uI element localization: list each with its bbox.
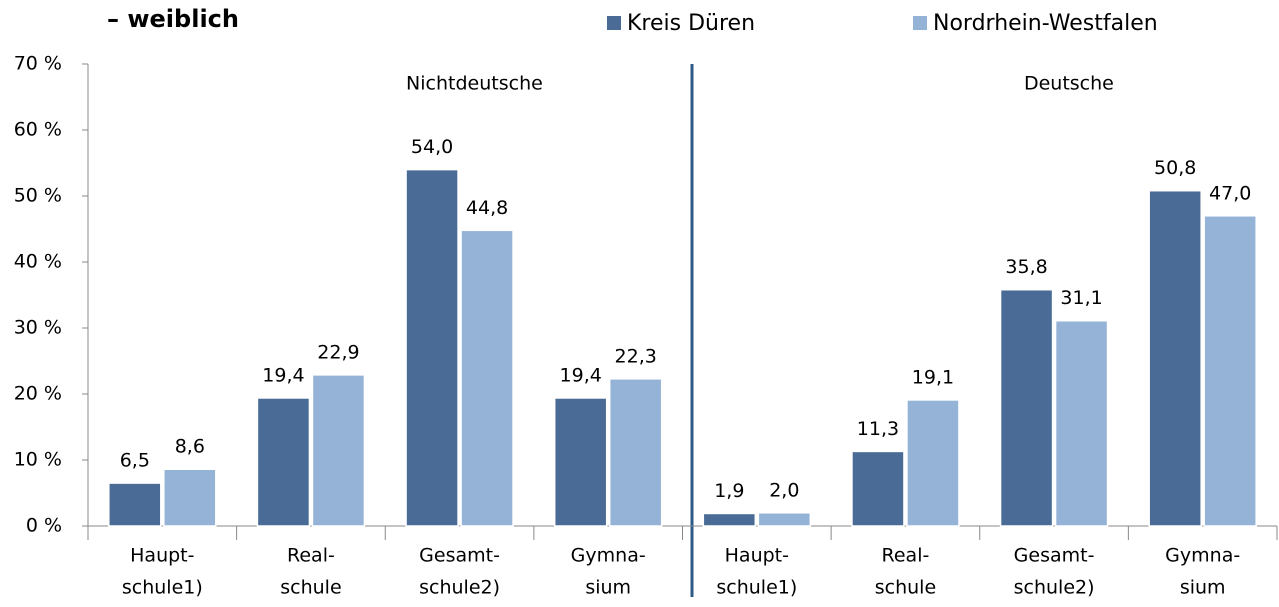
group-label: Deutsche	[1024, 73, 1114, 95]
value-label: 1,9	[714, 480, 744, 502]
y-tick-label: 60 %	[14, 119, 62, 141]
bar	[1148, 189, 1202, 527]
chart-title: – weiblich	[107, 5, 239, 33]
x-tick-label: sium	[585, 577, 631, 599]
x-tick-label: schule1)	[716, 577, 797, 599]
value-label: 19,1	[912, 366, 954, 388]
legend-label: Nordrhein-Westfalen	[933, 11, 1158, 36]
value-label: 50,8	[1154, 157, 1196, 179]
x-tick-label: schule	[875, 577, 936, 599]
value-label: 47,0	[1209, 182, 1251, 204]
bar	[311, 374, 366, 527]
legend-swatch	[913, 16, 927, 30]
bar	[163, 468, 217, 527]
x-tick-label: Haupt-	[130, 545, 194, 567]
bar	[757, 512, 812, 527]
x-tick-label: Gymna-	[1165, 545, 1240, 567]
value-label: 31,1	[1060, 287, 1102, 309]
x-tick-label: Gesamt-	[1014, 545, 1095, 567]
x-tick-label: Gymna-	[571, 545, 646, 567]
value-label: 19,4	[262, 364, 304, 386]
bar	[702, 512, 757, 527]
bar	[906, 399, 960, 527]
bar	[460, 229, 514, 527]
legend-swatch	[607, 16, 621, 30]
y-tick-label: 20 %	[14, 383, 62, 405]
value-label: 44,8	[466, 197, 508, 219]
y-tick-label: 70 %	[14, 53, 62, 75]
x-tick-label: schule2)	[1014, 577, 1095, 599]
value-label: 54,0	[411, 136, 453, 158]
x-tick-label: schule	[280, 577, 341, 599]
group-label: Nichtdeutsche	[406, 73, 543, 95]
y-tick-label: 40 %	[14, 251, 62, 273]
value-label: 19,4	[560, 364, 602, 386]
bar	[999, 288, 1054, 527]
x-tick-label: Real-	[287, 545, 335, 567]
x-tick-label: Real-	[882, 545, 930, 567]
value-label: 22,9	[317, 341, 359, 363]
value-label: 6,5	[120, 450, 150, 472]
x-tick-label: schule2)	[419, 577, 500, 599]
value-label: 8,6	[175, 436, 205, 458]
bar	[1054, 319, 1109, 527]
bar	[1203, 215, 1257, 527]
x-tick-label: Gesamt-	[419, 545, 500, 567]
bar	[553, 397, 608, 527]
bar	[405, 168, 459, 527]
value-label: 11,3	[857, 418, 899, 440]
bar	[608, 378, 663, 527]
y-tick-label: 0 %	[26, 515, 62, 537]
value-label: 22,3	[615, 345, 657, 367]
value-label: 35,8	[1005, 256, 1047, 278]
bar	[851, 450, 905, 527]
bar	[108, 482, 162, 527]
y-tick-label: 30 %	[14, 317, 62, 339]
x-tick-label: sium	[1180, 577, 1226, 599]
bar	[256, 397, 311, 527]
legend-label: Kreis Düren	[627, 11, 755, 36]
y-tick-label: 10 %	[14, 449, 62, 471]
x-tick-label: Haupt-	[725, 545, 789, 567]
x-tick-label: schule1)	[122, 577, 203, 599]
value-label: 2,0	[769, 479, 799, 501]
y-tick-label: 50 %	[14, 185, 62, 207]
